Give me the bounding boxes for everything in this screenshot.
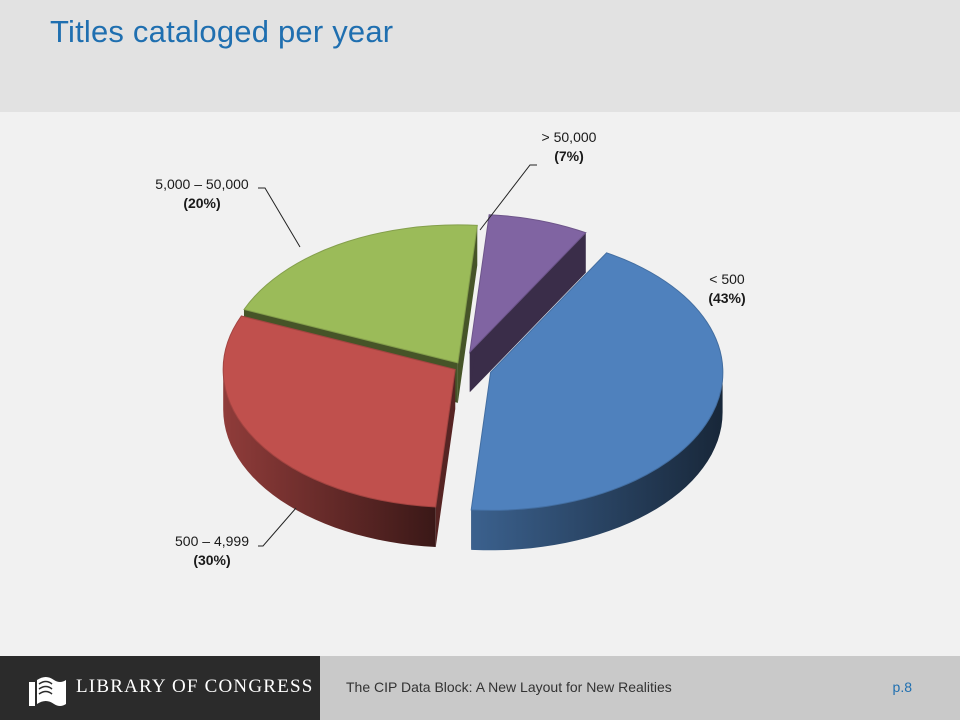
slide-footer: LIBRARY OF CONGRESS The CIP Data Block: … xyxy=(0,656,960,720)
slice-5000-50000-cut-face xyxy=(457,225,478,403)
slice-500-4999-label: 500 – 4,999 xyxy=(175,533,249,549)
slice-under-500-wall xyxy=(471,372,723,551)
presentation-title: The CIP Data Block: A New Layout for New… xyxy=(346,679,672,695)
slice-5000-50000-percent: (20%) xyxy=(183,195,220,211)
slice-over-50000-percent: (7%) xyxy=(554,148,584,164)
slice-500-4999-leader-line xyxy=(258,507,297,547)
book-icon xyxy=(29,677,66,706)
slice-500-4999-percent: (30%) xyxy=(193,552,230,568)
slice-over-50000-label: > 50,000 xyxy=(542,129,597,145)
slice-under-500-percent: (43%) xyxy=(708,290,745,306)
library-logo: LIBRARY OF CONGRESS xyxy=(0,656,320,720)
slice-5000-50000 xyxy=(243,224,478,364)
slice-over-50000-cut-face xyxy=(469,232,586,393)
page-number: p.8 xyxy=(892,679,912,695)
slice-5000-50000-leader-line xyxy=(258,187,301,248)
slice-under-500-label: < 500 xyxy=(709,271,745,287)
slice-500-4999-wall xyxy=(223,369,436,547)
pie-chart: < 500 (43%) 500 – 4,999 (30%) 5,000 – 50,000… xyxy=(155,129,745,568)
slice-500-4999 xyxy=(222,315,456,508)
logo-text: LIBRARY OF CONGRESS xyxy=(76,676,314,697)
slice-over-50000-leader-line xyxy=(479,164,537,231)
slice-500-4999-cut-face xyxy=(435,369,456,547)
slide-title: Titles cataloged per year xyxy=(50,14,394,49)
slide-header: Titles cataloged per year xyxy=(0,0,960,112)
slice-5000-50000-label: 5,000 – 50,000 xyxy=(155,176,249,192)
slice-under-500 xyxy=(470,252,724,511)
chart-area: < 500 (43%) 500 – 4,999 (30%) 5,000 – 50,000… xyxy=(0,112,960,656)
